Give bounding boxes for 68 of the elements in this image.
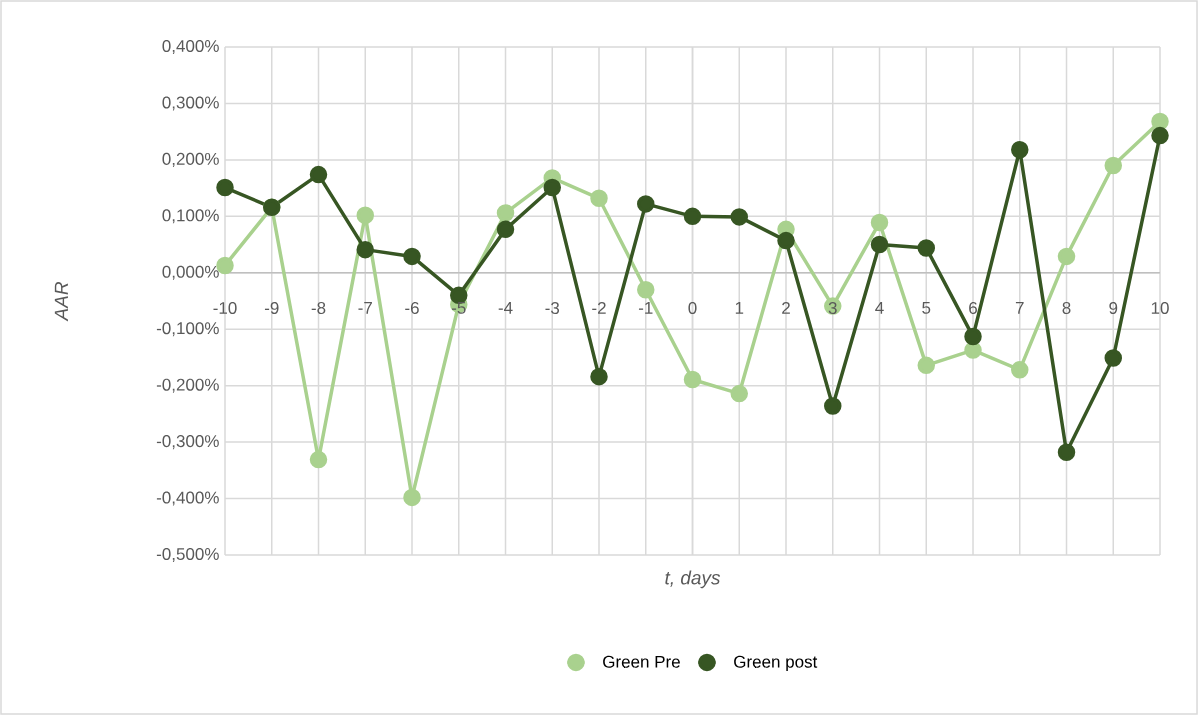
x-axis-title: t, days: [665, 570, 721, 589]
y-tick-label: -0,500%: [156, 547, 219, 563]
point: [964, 327, 982, 346]
x-tick-label: -4: [498, 301, 513, 314]
x-tick-label: -10: [213, 301, 237, 315]
y-tick-label: -0,100%: [156, 322, 219, 337]
x-tick-label: 0: [688, 301, 697, 315]
point: [870, 235, 889, 254]
point: [1011, 361, 1029, 379]
point: [590, 367, 608, 386]
point: [496, 220, 515, 239]
y-tick-label: 0,100%: [162, 209, 219, 224]
point: [730, 384, 749, 403]
point: [216, 178, 234, 197]
x-tick-label: 5: [922, 301, 931, 314]
point: [496, 204, 515, 222]
y-tick-label: 0,200%: [162, 152, 219, 167]
x-tick-label: 3: [828, 301, 837, 315]
y-axis-title: AAR: [54, 282, 68, 322]
point: [637, 195, 655, 213]
point: [917, 356, 936, 375]
point: [683, 207, 702, 226]
point: [543, 178, 562, 197]
y-tick-label: -0,300%: [156, 435, 219, 450]
point: [403, 488, 421, 507]
legend-label: Green Pre: [603, 655, 680, 668]
x-tick-label: -3: [545, 301, 560, 315]
y-tick-label: -0,200%: [156, 378, 219, 393]
point: [637, 280, 655, 299]
point: [1151, 112, 1169, 131]
point: [917, 239, 936, 257]
point: [1151, 126, 1169, 145]
point: [403, 247, 421, 266]
x-tick-label: 2: [782, 301, 790, 314]
x-tick-label: -9: [264, 301, 279, 315]
point: [309, 450, 328, 469]
point: [1057, 443, 1076, 462]
point: [870, 213, 889, 232]
point: [356, 240, 375, 259]
x-tick-label: -2: [592, 301, 606, 314]
point: [356, 206, 375, 224]
x-tick-label: 7: [1015, 301, 1024, 314]
x-tick-label: -1: [638, 301, 653, 314]
point: [1011, 140, 1029, 159]
x-tick-label: 6: [969, 301, 977, 315]
x-tick-label: -5: [451, 301, 466, 314]
point: [590, 189, 608, 208]
point: [309, 165, 328, 184]
point: [777, 231, 795, 250]
x-tick-label: -7: [358, 301, 372, 314]
x-tick-label: -6: [405, 301, 419, 315]
y-tick-label: 0,400%: [162, 39, 219, 55]
x-tick-label: 4: [875, 301, 884, 314]
y-tick-label: 0,300%: [162, 96, 219, 111]
y-tick-label: 0,000%: [162, 265, 219, 280]
point: [683, 370, 702, 389]
x-tick-label: -8: [311, 301, 326, 315]
x-tick-label: 8: [1062, 301, 1071, 315]
point: [1104, 349, 1123, 367]
point: [730, 208, 749, 226]
legend-label: Green post: [734, 655, 818, 672]
point: [1057, 247, 1076, 266]
x-tick-label: 9: [1109, 301, 1118, 315]
point: [824, 397, 842, 415]
x-tick-label: 1: [735, 301, 744, 314]
y-tick-label: -0,400%: [156, 491, 219, 506]
x-tick-label: 10: [1151, 301, 1169, 315]
point: [1104, 156, 1123, 175]
